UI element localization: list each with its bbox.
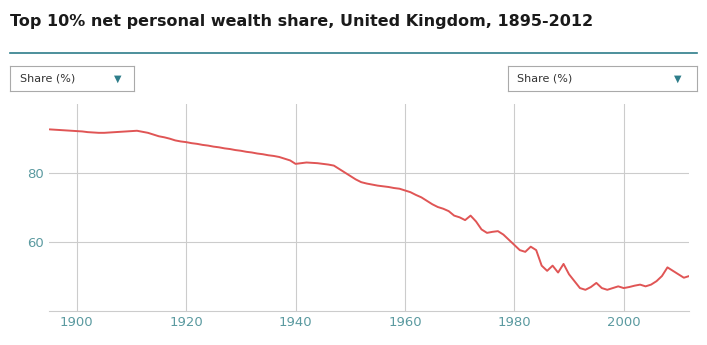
Text: Top 10% net personal wealth share, United Kingdom, 1895-2012: Top 10% net personal wealth share, Unite… [10, 14, 593, 29]
Text: ▼: ▼ [674, 73, 682, 83]
Text: ▼: ▼ [114, 73, 122, 83]
Text: Share (%): Share (%) [20, 73, 75, 83]
Text: Share (%): Share (%) [517, 73, 573, 83]
